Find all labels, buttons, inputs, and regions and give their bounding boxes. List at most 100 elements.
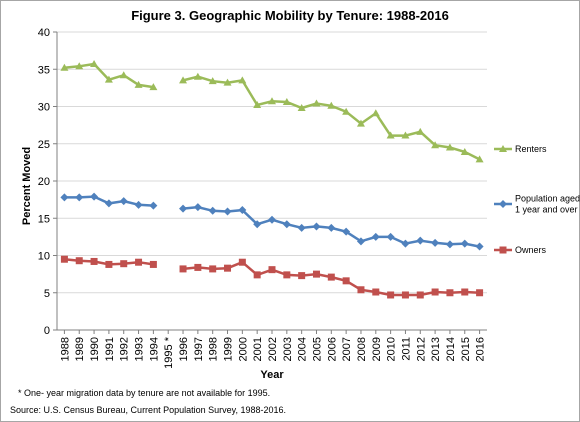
data-point <box>475 242 484 251</box>
data-point <box>342 107 351 115</box>
x-tick-label: 1994 <box>148 337 160 361</box>
legend-label: Population aged 1 year and over <box>515 194 580 215</box>
y-tick-label: 0 <box>44 325 50 337</box>
x-tick-label: 1998 <box>208 337 220 361</box>
data-point <box>90 60 99 68</box>
data-point <box>401 131 410 139</box>
footnote: * One- year migration data by tenure are… <box>18 388 271 398</box>
data-point <box>105 260 113 268</box>
data-point <box>193 72 202 80</box>
data-point <box>431 238 440 247</box>
data-point <box>223 78 232 86</box>
legend-label: Owners <box>515 245 547 255</box>
x-tick-label: 2016 <box>475 337 487 361</box>
legend-item: Population aged 1 year and over <box>494 194 580 215</box>
data-point <box>75 62 84 70</box>
data-point <box>268 266 276 274</box>
data-point <box>460 147 469 155</box>
legend-item: Owners <box>494 245 547 255</box>
data-point <box>372 288 380 296</box>
data-point <box>445 143 454 151</box>
data-point <box>149 260 157 268</box>
x-tick-label: 2014 <box>445 337 457 361</box>
x-tick-label: 1989 <box>74 337 86 361</box>
x-tick-label: 2000 <box>237 337 249 361</box>
data-point <box>312 222 321 231</box>
data-point <box>312 99 321 107</box>
x-tick-label: 2010 <box>386 337 398 361</box>
data-point <box>401 291 409 299</box>
data-point <box>179 204 188 213</box>
data-point <box>208 77 217 85</box>
data-point <box>342 227 351 236</box>
x-tick-label: 2008 <box>356 337 368 361</box>
data-point <box>476 289 484 297</box>
data-point <box>119 71 128 79</box>
y-axis-title: Percent Moved <box>21 147 33 225</box>
data-point <box>386 232 395 241</box>
legend-item: Renters <box>494 144 547 154</box>
data-point <box>119 197 128 206</box>
x-tick-label: 2011 <box>400 337 412 361</box>
y-tick-label: 25 <box>38 139 50 151</box>
data-point <box>134 200 143 209</box>
legend: Renters Population aged 1 year and over Own… <box>494 144 580 255</box>
data-point <box>135 258 143 266</box>
data-point <box>461 288 469 296</box>
x-tick-label: 1995 * <box>163 336 175 369</box>
data-point <box>356 237 365 246</box>
x-tick-label: 2015 <box>460 337 472 361</box>
data-point <box>416 127 425 135</box>
data-point <box>386 131 395 139</box>
data-point <box>223 207 232 216</box>
x-tick-label: 2002 <box>267 337 279 361</box>
data-point <box>282 220 291 229</box>
x-tick-label: 1996 <box>178 337 190 361</box>
data-point <box>283 271 291 279</box>
data-point <box>193 203 202 212</box>
data-point <box>238 206 247 215</box>
x-tick-label: 2004 <box>297 337 309 361</box>
data-point <box>224 264 232 272</box>
y-tick-label: 10 <box>38 251 50 263</box>
x-tick-label: 2007 <box>341 337 353 361</box>
data-point <box>416 236 425 245</box>
data-point <box>208 206 217 215</box>
x-tick-label: 2003 <box>282 337 294 361</box>
x-tick-label: 1993 <box>134 337 146 361</box>
x-tick-label: 2013 <box>430 337 442 361</box>
x-tick-label: 1992 <box>119 337 131 361</box>
data-point <box>253 220 262 229</box>
x-tick-label: 1988 <box>59 337 71 361</box>
data-point <box>387 291 395 299</box>
x-tick-label: 1990 <box>89 337 101 361</box>
y-tick-label: 5 <box>44 288 50 300</box>
data-point <box>297 103 306 111</box>
x-tick-label: 2012 <box>415 337 427 361</box>
data-point <box>104 199 113 208</box>
data-point <box>446 289 454 297</box>
data-point <box>298 272 306 280</box>
data-point <box>60 193 69 202</box>
data-point <box>194 263 202 271</box>
x-tick-label: 2009 <box>371 337 383 361</box>
x-tick-label: 1991 <box>104 337 116 361</box>
data-point <box>431 288 439 296</box>
y-tick-label: 35 <box>38 64 50 76</box>
x-axis-title: Year <box>260 369 284 381</box>
data-point <box>357 286 365 294</box>
legend-marker <box>499 246 507 254</box>
data-point <box>342 277 350 285</box>
data-point <box>75 257 83 265</box>
data-point <box>297 223 306 232</box>
data-point <box>238 258 246 266</box>
data-point <box>268 215 276 224</box>
data-point <box>90 192 99 201</box>
data-point <box>416 291 424 299</box>
data-point <box>431 141 440 149</box>
series-renters <box>60 60 484 163</box>
data-point <box>327 101 336 109</box>
x-tick-label: 1999 <box>223 337 235 361</box>
